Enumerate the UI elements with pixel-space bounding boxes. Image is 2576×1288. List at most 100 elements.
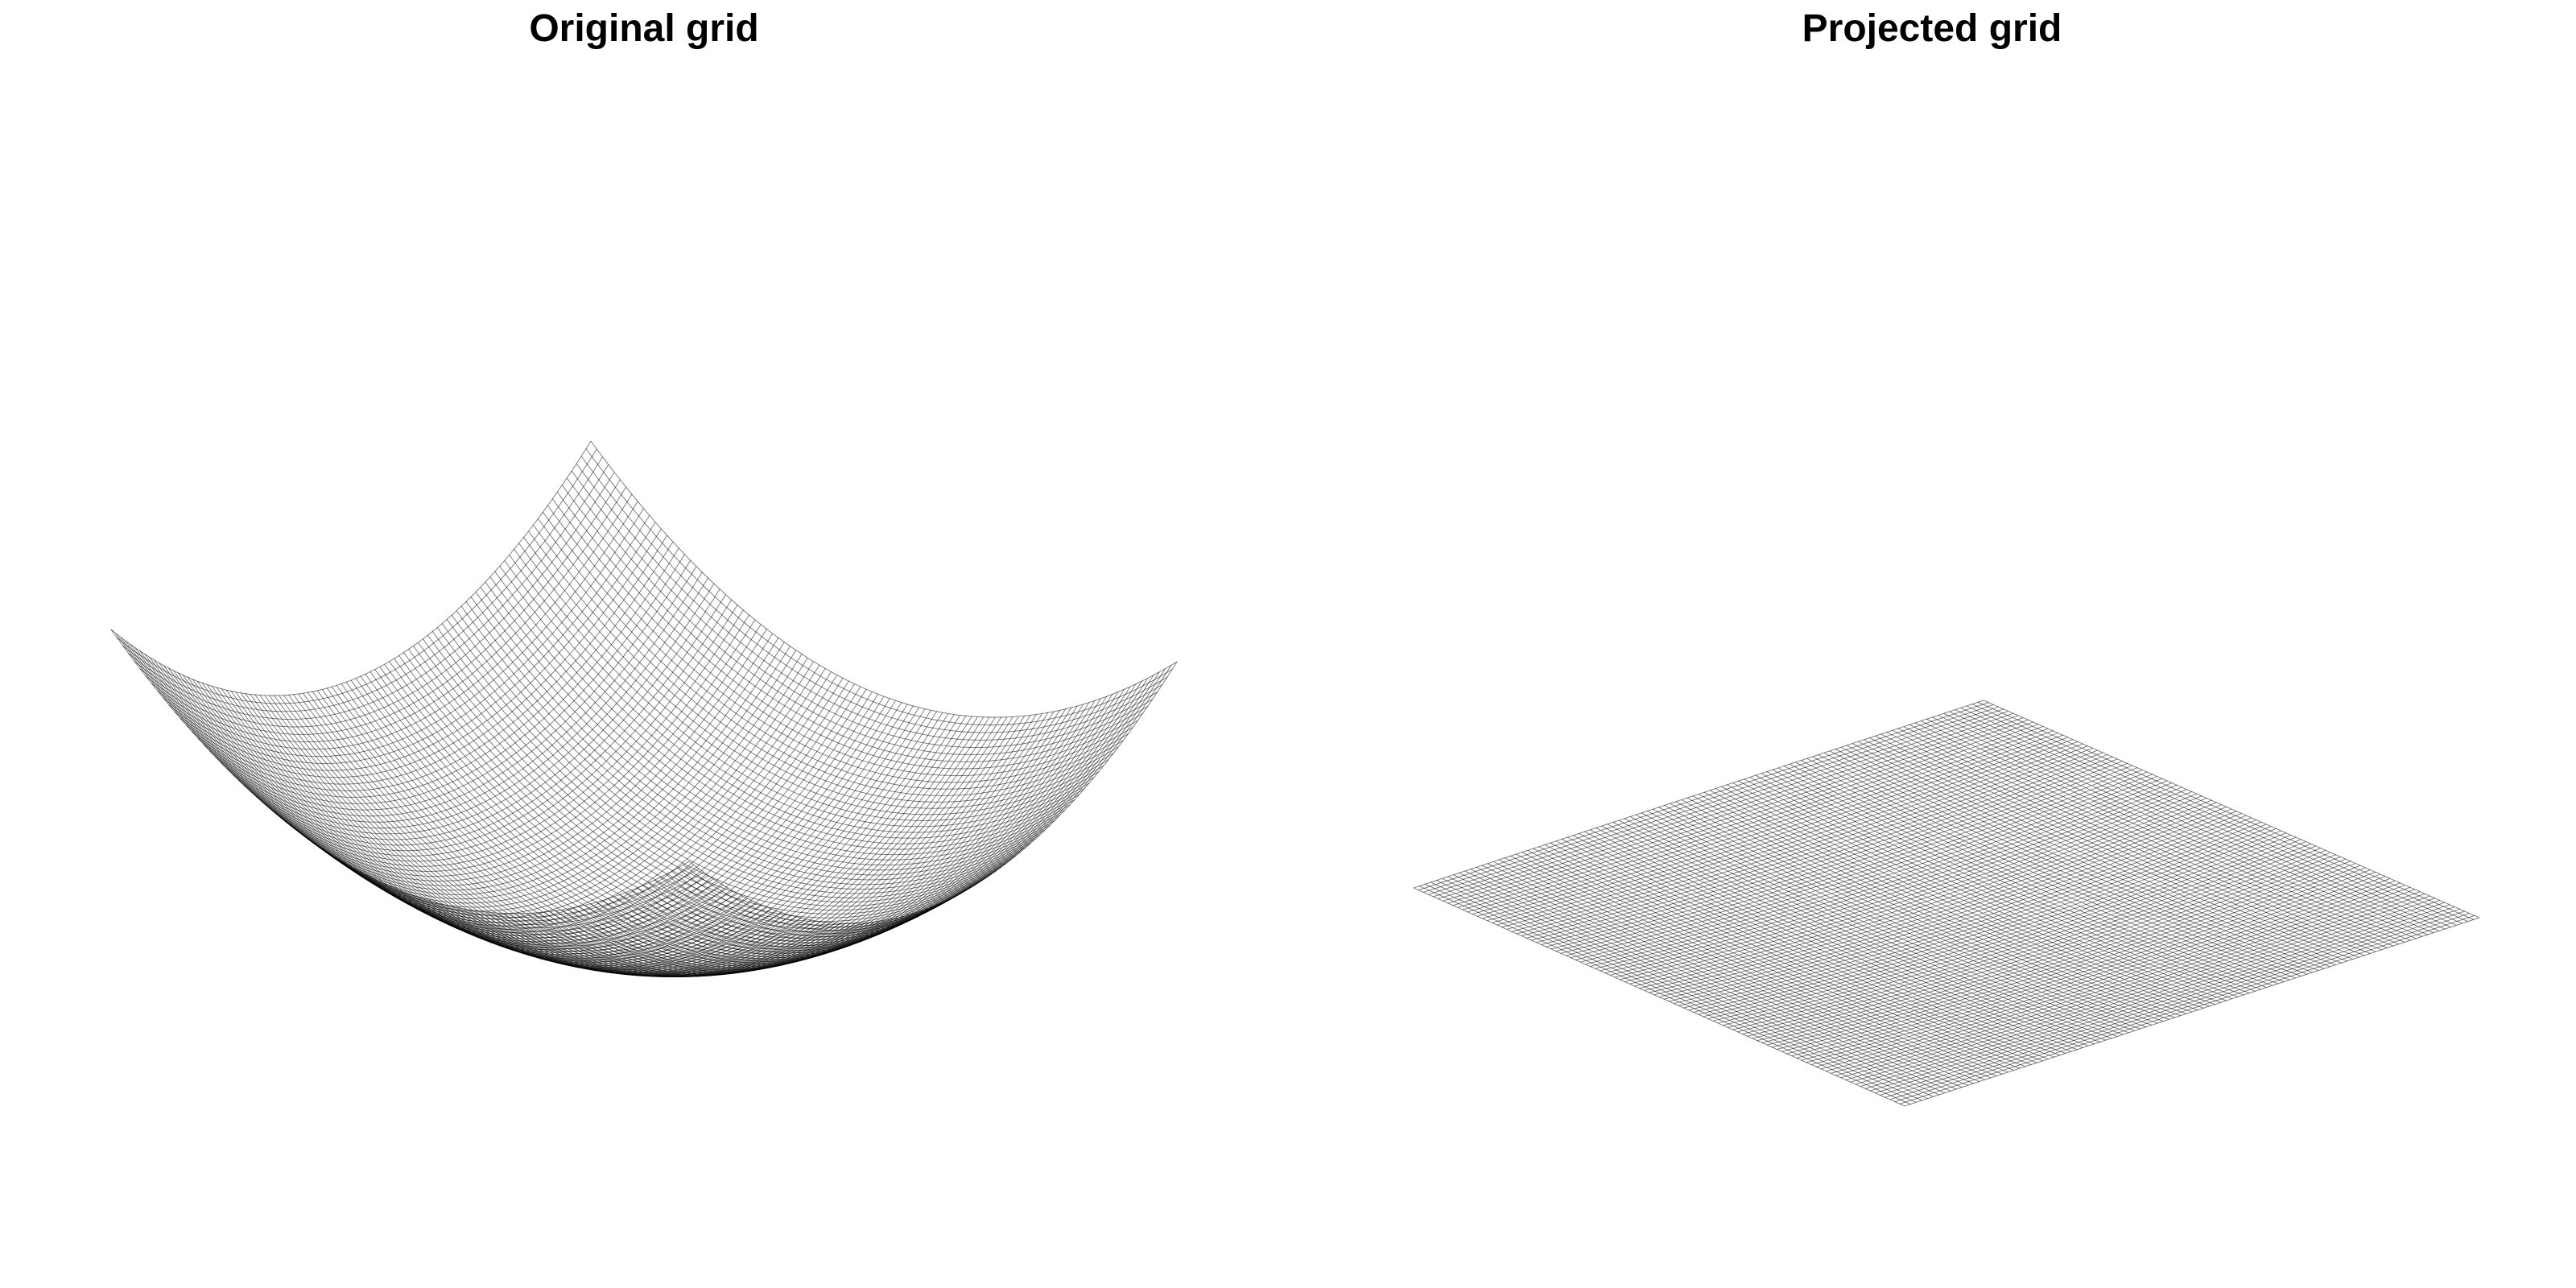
grid-line xyxy=(1870,902,2446,1092)
grid-line xyxy=(1703,828,2277,1018)
grid-line xyxy=(1738,780,2233,1000)
grid-line xyxy=(544,715,1031,976)
grid-line xyxy=(515,716,1001,977)
grid-line xyxy=(1860,898,2435,1088)
grid-line xyxy=(1821,880,2396,1070)
grid-line xyxy=(151,493,633,750)
grid-line xyxy=(157,501,638,758)
grid-line xyxy=(1955,709,2451,928)
grid-line xyxy=(1829,750,2325,969)
grid-line xyxy=(485,581,1070,861)
grid-line xyxy=(1840,746,2336,965)
grid-line xyxy=(1796,869,2371,1059)
grid-line xyxy=(470,597,1055,876)
grid-line xyxy=(1810,876,2386,1065)
grid-line xyxy=(1777,767,2273,986)
grid-line xyxy=(1858,741,2354,960)
grid-line xyxy=(1845,891,2421,1080)
grid-line xyxy=(441,623,1026,903)
grid-line xyxy=(379,667,963,947)
grid-line xyxy=(452,711,937,971)
grid-line xyxy=(1744,778,2239,997)
grid-line xyxy=(1875,735,2371,954)
grid-line xyxy=(1712,832,2286,1022)
grid-line xyxy=(590,440,1178,718)
grid-line xyxy=(1674,815,2247,1005)
grid-line xyxy=(1880,733,2376,952)
grid-line xyxy=(1897,728,2394,947)
grid-line xyxy=(1932,716,2428,935)
grid-line xyxy=(436,627,1022,907)
grid-line xyxy=(1904,917,2480,1107)
grid-line xyxy=(523,537,1109,815)
grid-line xyxy=(1926,718,2422,937)
grid-line xyxy=(1447,715,2019,904)
grid-line xyxy=(551,498,1138,777)
grid-line xyxy=(1855,895,2430,1085)
grid-line xyxy=(428,705,914,965)
grid-line xyxy=(463,713,949,973)
grid-line xyxy=(1457,719,2029,908)
grid-line xyxy=(648,683,1137,946)
grid-line xyxy=(1728,839,2301,1028)
grid-line xyxy=(1786,865,2361,1055)
grid-line xyxy=(1438,711,2008,899)
grid-line xyxy=(1835,886,2410,1076)
grid-line xyxy=(1727,784,2221,1003)
grid-line xyxy=(1742,845,2316,1035)
grid-line xyxy=(457,712,943,972)
grid-line xyxy=(492,716,978,977)
grid-line xyxy=(1703,791,2198,1011)
grid-line xyxy=(1629,816,2124,1035)
grid-line xyxy=(1886,732,2382,951)
grid-line xyxy=(413,646,997,926)
grid-line xyxy=(168,514,650,771)
grid-line xyxy=(1791,867,2366,1057)
grid-line xyxy=(168,667,748,952)
grid-line xyxy=(1818,754,2314,973)
grid-line xyxy=(1772,858,2346,1048)
grid-line xyxy=(1747,848,2322,1037)
grid-line xyxy=(1723,836,2297,1026)
grid-line xyxy=(1801,760,2296,979)
grid-line xyxy=(243,594,726,852)
grid-line xyxy=(1977,701,2475,920)
grid-line xyxy=(613,698,1101,960)
grid-line xyxy=(384,663,968,944)
grid-line xyxy=(1869,737,2365,956)
grid-line xyxy=(1899,914,2475,1104)
grid-line xyxy=(683,665,1172,928)
grid-line xyxy=(1777,861,2351,1050)
grid-line xyxy=(521,716,1008,977)
grid-line xyxy=(250,599,733,857)
grid-line xyxy=(374,669,958,950)
projected-grid-title: Projected grid xyxy=(1802,7,2062,50)
grid-line xyxy=(1806,758,2301,976)
grid-line xyxy=(580,456,1168,733)
grid-line xyxy=(514,548,1100,828)
projected-grid-lines xyxy=(1413,700,2480,1107)
grid-line xyxy=(1496,737,2068,926)
grid-line xyxy=(528,530,1114,809)
grid-line xyxy=(1875,904,2450,1094)
grid-line xyxy=(1663,811,2237,1000)
grid-line xyxy=(1433,708,2004,898)
grid-line xyxy=(1767,856,2341,1046)
grid-line xyxy=(1960,707,2457,926)
grid-line xyxy=(475,715,961,975)
grid-line xyxy=(451,614,1036,894)
grid-line xyxy=(1737,843,2311,1033)
grid-line xyxy=(1755,774,2250,994)
grid-line xyxy=(533,524,1119,803)
grid-line xyxy=(1892,729,2388,948)
grid-line xyxy=(576,463,1163,741)
grid-line xyxy=(556,491,1143,770)
grid-line xyxy=(1846,745,2342,964)
grid-line xyxy=(1903,726,2400,945)
grid-line xyxy=(403,652,987,932)
grid-line xyxy=(654,680,1142,943)
grid-line xyxy=(423,638,1007,919)
grid-line xyxy=(1943,712,2440,931)
grid-line xyxy=(526,716,1013,977)
grid-line xyxy=(671,671,1160,935)
